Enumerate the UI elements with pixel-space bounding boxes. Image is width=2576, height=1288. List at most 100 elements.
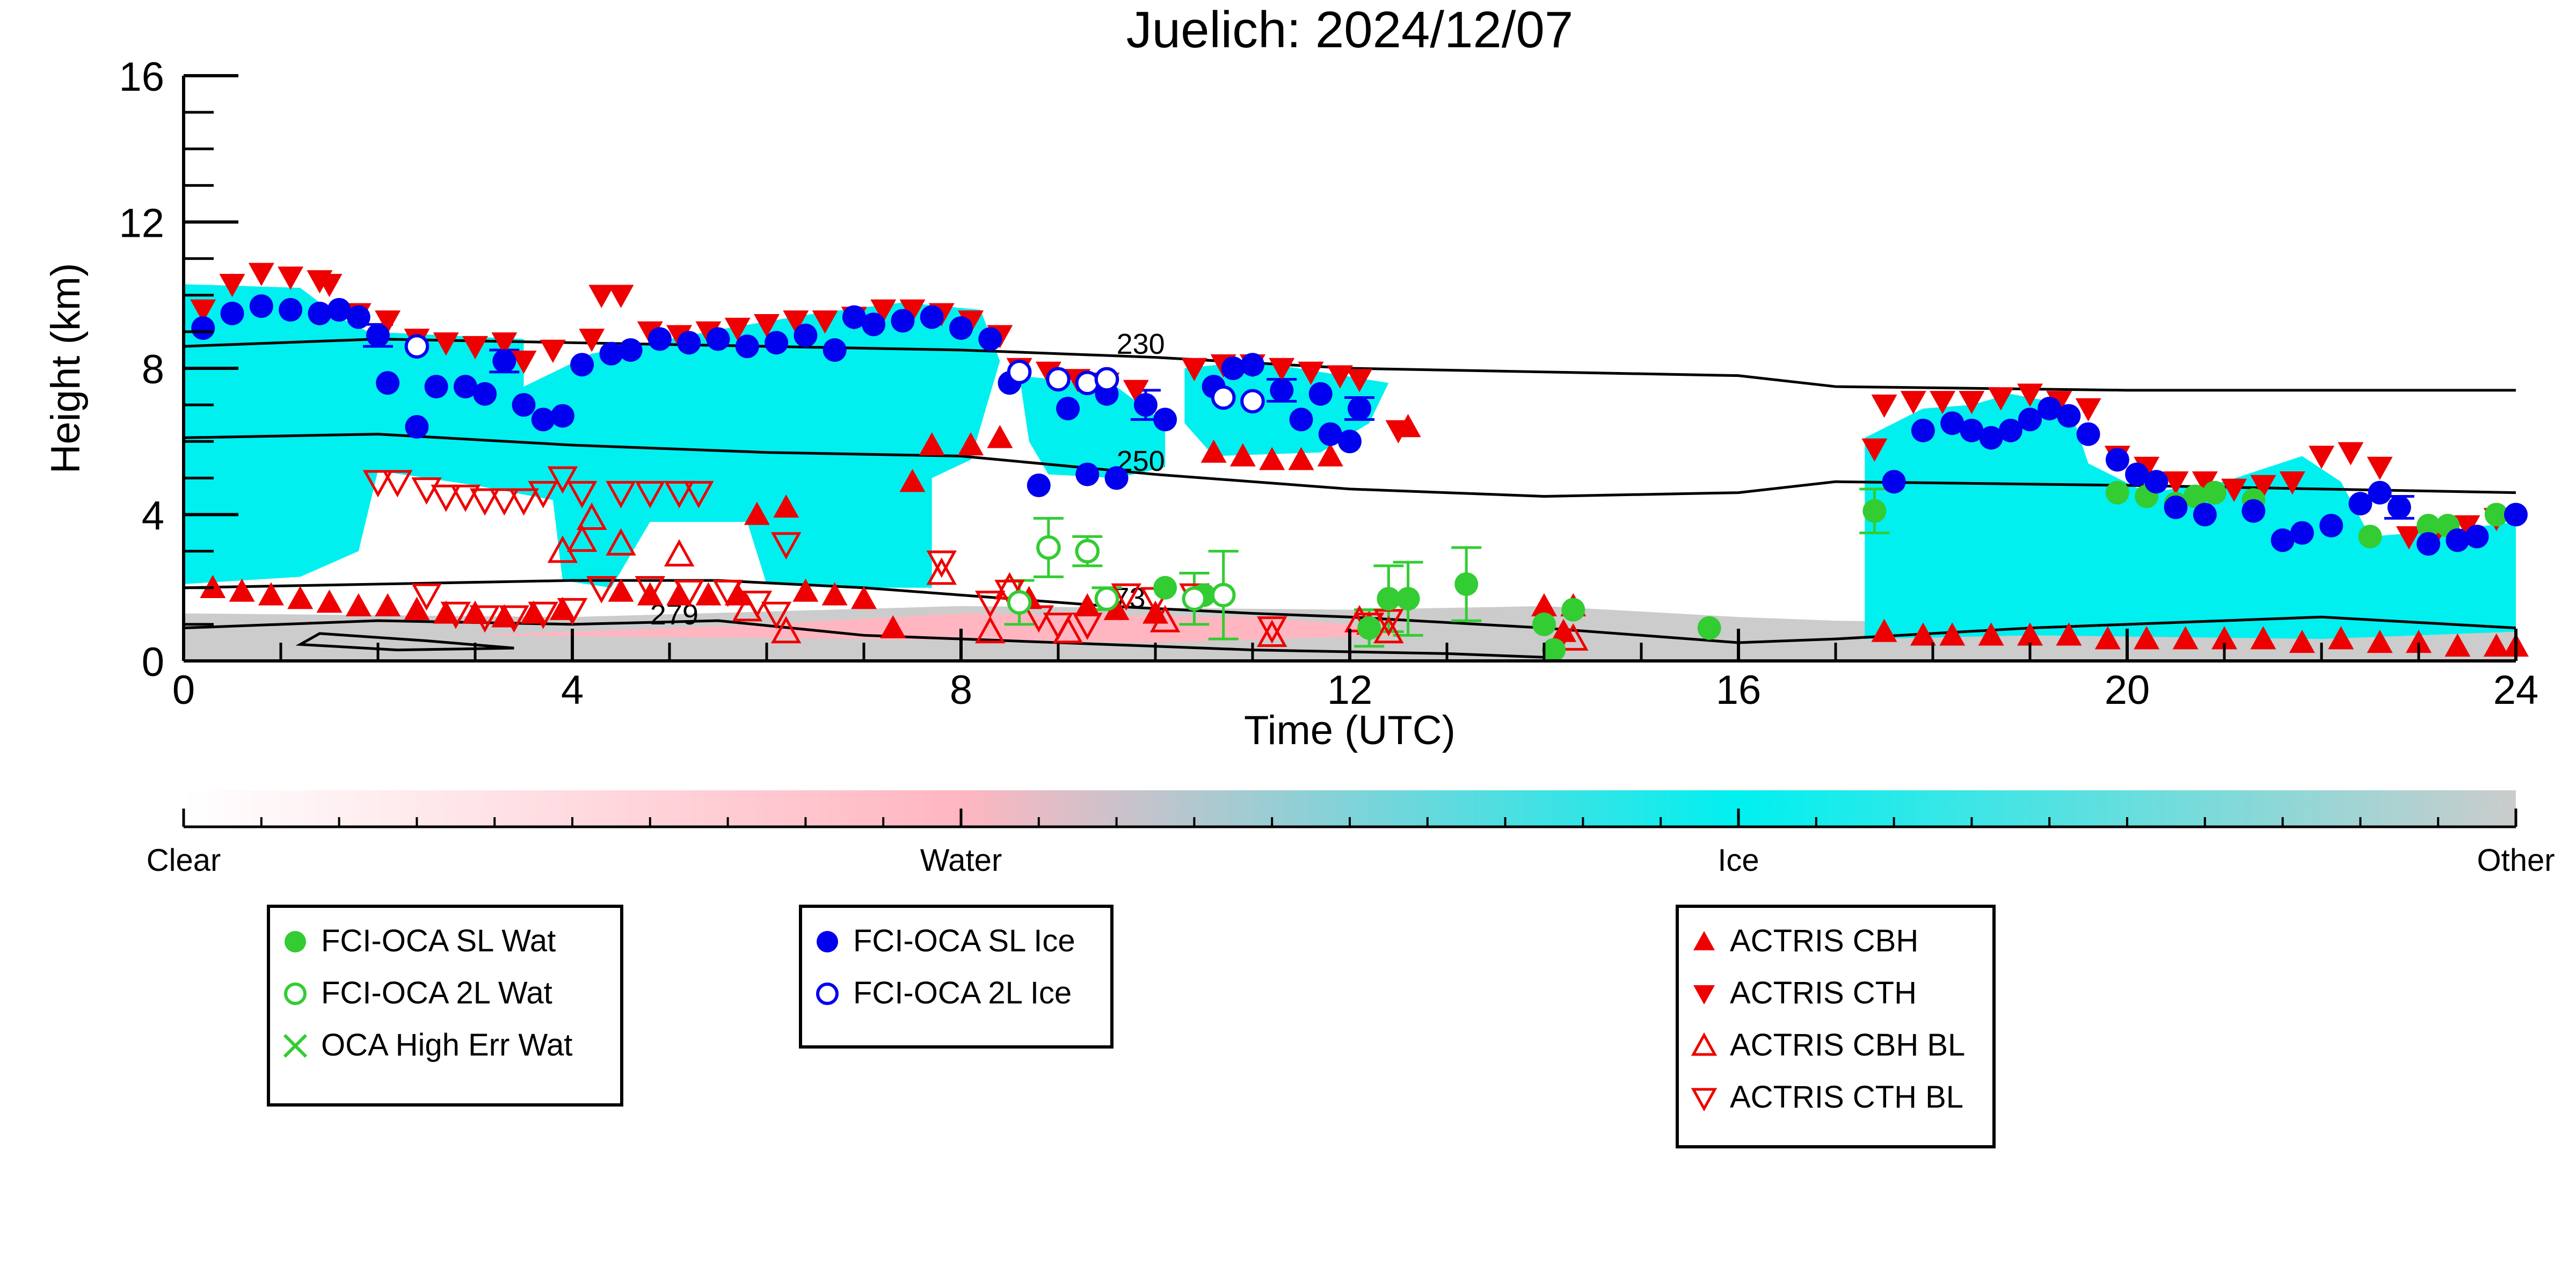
data-point <box>978 327 1002 351</box>
data-point <box>1075 370 1100 396</box>
data-point <box>1298 361 1324 385</box>
data-point <box>190 299 216 323</box>
data-point <box>599 341 623 366</box>
data-point <box>511 351 537 374</box>
data-point <box>1871 394 1897 418</box>
data-point <box>1939 622 1966 646</box>
data-point <box>783 310 809 334</box>
data-point <box>1697 616 1721 640</box>
data-point <box>1153 576 1177 600</box>
data-point <box>1289 407 1313 432</box>
data-point <box>1561 598 1585 622</box>
data-point <box>891 309 915 333</box>
data-point <box>794 323 818 347</box>
data-point <box>635 576 666 603</box>
data-point <box>754 314 780 338</box>
data-point <box>327 298 351 322</box>
data-point <box>1094 367 1119 392</box>
data-point <box>528 481 558 508</box>
legend-marker <box>817 931 838 952</box>
data-point <box>375 310 401 334</box>
data-point <box>2504 503 2528 527</box>
data-point <box>1978 622 2004 646</box>
data-point <box>1123 380 1149 403</box>
data-point <box>450 484 481 512</box>
data-point <box>1348 396 1372 420</box>
data-point <box>1338 430 1362 454</box>
legend-marker <box>1691 1032 1718 1056</box>
data-point <box>588 285 615 308</box>
data-point <box>1551 618 1577 642</box>
data-point <box>1531 593 1557 617</box>
data-point <box>2017 622 2043 646</box>
y-tick-label: 8 <box>142 347 164 392</box>
data-point <box>308 301 332 325</box>
data-point <box>576 503 607 530</box>
data-point <box>566 525 598 552</box>
data-point <box>2242 499 2266 523</box>
data-point <box>1998 418 2022 442</box>
y-axis-label: Height (km) <box>43 263 89 474</box>
legend-entry-label: OCA High Err Wat <box>321 1028 572 1063</box>
data-point <box>958 432 984 456</box>
data-point <box>1327 365 1353 389</box>
data-point <box>2465 525 2489 549</box>
data-point <box>1143 600 1168 624</box>
data-point <box>870 299 897 323</box>
legend-marker <box>283 1034 308 1058</box>
data-point <box>635 481 666 508</box>
data-point <box>1259 447 1285 470</box>
legend-entry-label: ACTRIS CTH <box>1730 976 1917 1010</box>
data-point <box>2396 526 2422 550</box>
data-point <box>606 528 636 556</box>
data-point <box>411 583 442 611</box>
series-fci-oca-sl-ice <box>191 294 2528 556</box>
data-point <box>695 582 722 606</box>
legend-entry-label: FCI-OCA SL Wat <box>321 923 556 958</box>
data-point <box>2358 525 2382 549</box>
data-point <box>1960 418 1984 442</box>
data-point <box>823 338 847 362</box>
data-point <box>1940 411 1964 435</box>
legend-marker <box>1693 985 1715 1005</box>
data-point <box>1882 470 1906 494</box>
data-point <box>2192 471 2218 495</box>
data-point <box>2290 521 2314 545</box>
x-axis-label: Time (UTC) <box>1244 708 1456 753</box>
data-point <box>2250 475 2276 498</box>
colorbar-label: Water <box>920 843 1002 878</box>
isotherm-label: 230 <box>1117 328 1165 360</box>
region-ice <box>184 284 1000 588</box>
data-point <box>316 590 343 613</box>
data-point <box>2125 462 2149 486</box>
data-point <box>2387 495 2411 519</box>
data-point <box>540 339 566 363</box>
data-point <box>346 305 370 329</box>
series-fci-oca-2l-ice <box>404 334 1265 414</box>
data-point <box>1910 622 1936 646</box>
data-point <box>919 432 945 456</box>
data-point <box>899 469 926 492</box>
marker-layer <box>190 263 2529 662</box>
data-point <box>404 334 430 359</box>
data-point <box>2454 515 2480 539</box>
data-point <box>2348 492 2373 516</box>
data-point <box>1871 618 1897 642</box>
data-point <box>2221 478 2247 502</box>
data-point <box>2484 503 2508 527</box>
data-point <box>842 305 866 329</box>
data-point <box>1075 539 1100 564</box>
legend-marker <box>816 983 839 1005</box>
data-point <box>433 332 459 356</box>
data-point <box>586 576 617 603</box>
data-point <box>1396 587 1420 611</box>
data-point <box>2211 626 2237 650</box>
data-point <box>1241 353 1264 377</box>
data-point <box>1959 391 1985 414</box>
data-point <box>2446 528 2470 552</box>
data-point <box>1317 443 1343 467</box>
data-point <box>2271 528 2295 552</box>
data-point <box>547 466 578 494</box>
x-tick-label: 4 <box>561 667 584 713</box>
data-point <box>975 591 1006 618</box>
